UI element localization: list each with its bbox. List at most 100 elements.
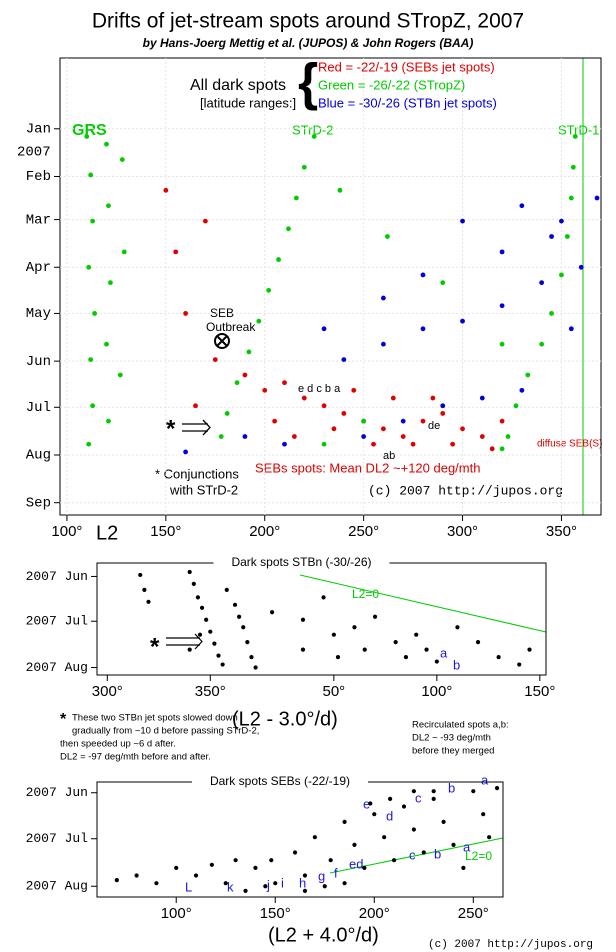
data-point: [400, 418, 406, 424]
x-axis-label: L2: [96, 522, 118, 544]
y-tick-label: Feb: [26, 169, 51, 185]
data-point: [342, 881, 347, 886]
data-point: [90, 403, 96, 409]
data-point: [441, 819, 446, 824]
data-point: [341, 411, 347, 416]
data-point: [183, 311, 189, 316]
data-point: [292, 850, 298, 855]
chart-title: Dark spots STBn (-30/-26): [231, 555, 371, 569]
annotation: * Conjunctions: [155, 466, 239, 481]
legend-brace: {: [298, 54, 318, 112]
l2-zero-line: [299, 574, 547, 633]
data-point: [455, 625, 460, 630]
data-point: [193, 403, 198, 409]
data-point: [187, 569, 192, 575]
y-tick-label: 2007 Aug: [26, 660, 88, 675]
data-point: [237, 614, 242, 619]
legend-entry: Blue = -30/-26 (STBn jet spots): [318, 95, 497, 110]
data-point: [381, 341, 386, 347]
legend-heading: All dark spots: [190, 77, 286, 94]
data-point: [487, 835, 492, 840]
data-point: [322, 884, 327, 889]
data-point: [411, 827, 416, 832]
y-tick-label: 2007 Jun: [26, 569, 88, 584]
letter: b: [434, 846, 441, 861]
data-point: [351, 387, 357, 393]
data-point: [420, 272, 426, 278]
l2-zero-line: [329, 837, 504, 874]
data-point: [594, 195, 600, 201]
data-point: [362, 647, 367, 652]
data-point: [479, 434, 485, 439]
y-tick-label: Jul: [26, 400, 51, 416]
data-point: [286, 226, 291, 232]
data-point: [451, 842, 456, 847]
x-tick-label: 150°: [260, 905, 291, 922]
data-point: [138, 572, 143, 578]
data-point: [414, 632, 419, 637]
data-point: [361, 418, 367, 424]
letter: k: [227, 879, 234, 894]
data-point: [489, 446, 495, 452]
letter: i: [281, 875, 284, 890]
data-point: [223, 881, 228, 886]
x-axis-label: (L2 - 3.0°/d): [232, 708, 338, 730]
letter: c: [415, 790, 422, 805]
data-point: [321, 595, 326, 600]
annotation: SEBs spots: Mean DL2 ~+120 deg/mth: [255, 460, 480, 475]
annotation: GRS: [72, 122, 107, 139]
data-point: [233, 858, 238, 863]
letter: d: [386, 808, 393, 823]
data-point: [195, 595, 201, 600]
x-tick-label: 200°: [359, 905, 390, 922]
letter: e: [363, 796, 370, 811]
data-point: [321, 326, 327, 332]
data-point: [513, 403, 519, 409]
data-point: [106, 418, 111, 424]
data-point: [183, 449, 189, 455]
data-point: [224, 587, 229, 592]
data-point: [224, 411, 230, 416]
data-point: [400, 434, 406, 439]
year-label: 2007: [17, 145, 51, 161]
letter: L: [185, 879, 192, 894]
data-point: [273, 881, 278, 886]
data-point: [496, 654, 501, 660]
data-point: [499, 341, 505, 347]
x-tick-label: 100°: [161, 905, 192, 922]
data-point: [525, 372, 531, 378]
data-point: [197, 632, 203, 637]
data-point: [460, 218, 465, 224]
data-point: [269, 610, 275, 615]
annotation: with STrD-2: [169, 482, 238, 497]
data-point: [272, 418, 278, 424]
data-point: [388, 796, 393, 801]
data-point: [90, 218, 96, 224]
data-point: [232, 602, 238, 607]
data-point: [301, 164, 307, 170]
data-point: [460, 426, 465, 432]
data-point: [382, 835, 387, 840]
data-point: [362, 865, 367, 870]
data-point: [302, 888, 308, 893]
data-point: [216, 653, 221, 658]
annotation: STrD-2: [292, 122, 333, 137]
data-point: [494, 786, 500, 791]
x-tick-label: 150°: [524, 683, 555, 700]
data-point: [202, 218, 208, 224]
y-tick-label: Jan: [26, 121, 51, 137]
data-point: [208, 629, 213, 634]
chart-title: Dark spots SEBs (-22/-19): [210, 774, 350, 788]
data-point: [578, 264, 584, 270]
data-point: [321, 403, 327, 409]
letter: j: [266, 877, 270, 892]
data-point: [434, 659, 439, 664]
data-point: [114, 878, 119, 883]
data-point: [499, 418, 505, 424]
data-point: [479, 395, 485, 401]
data-point: [539, 280, 545, 286]
letter: a: [481, 772, 489, 787]
note: Recirculated spots a,b:: [412, 720, 509, 731]
title-background: [192, 774, 368, 790]
